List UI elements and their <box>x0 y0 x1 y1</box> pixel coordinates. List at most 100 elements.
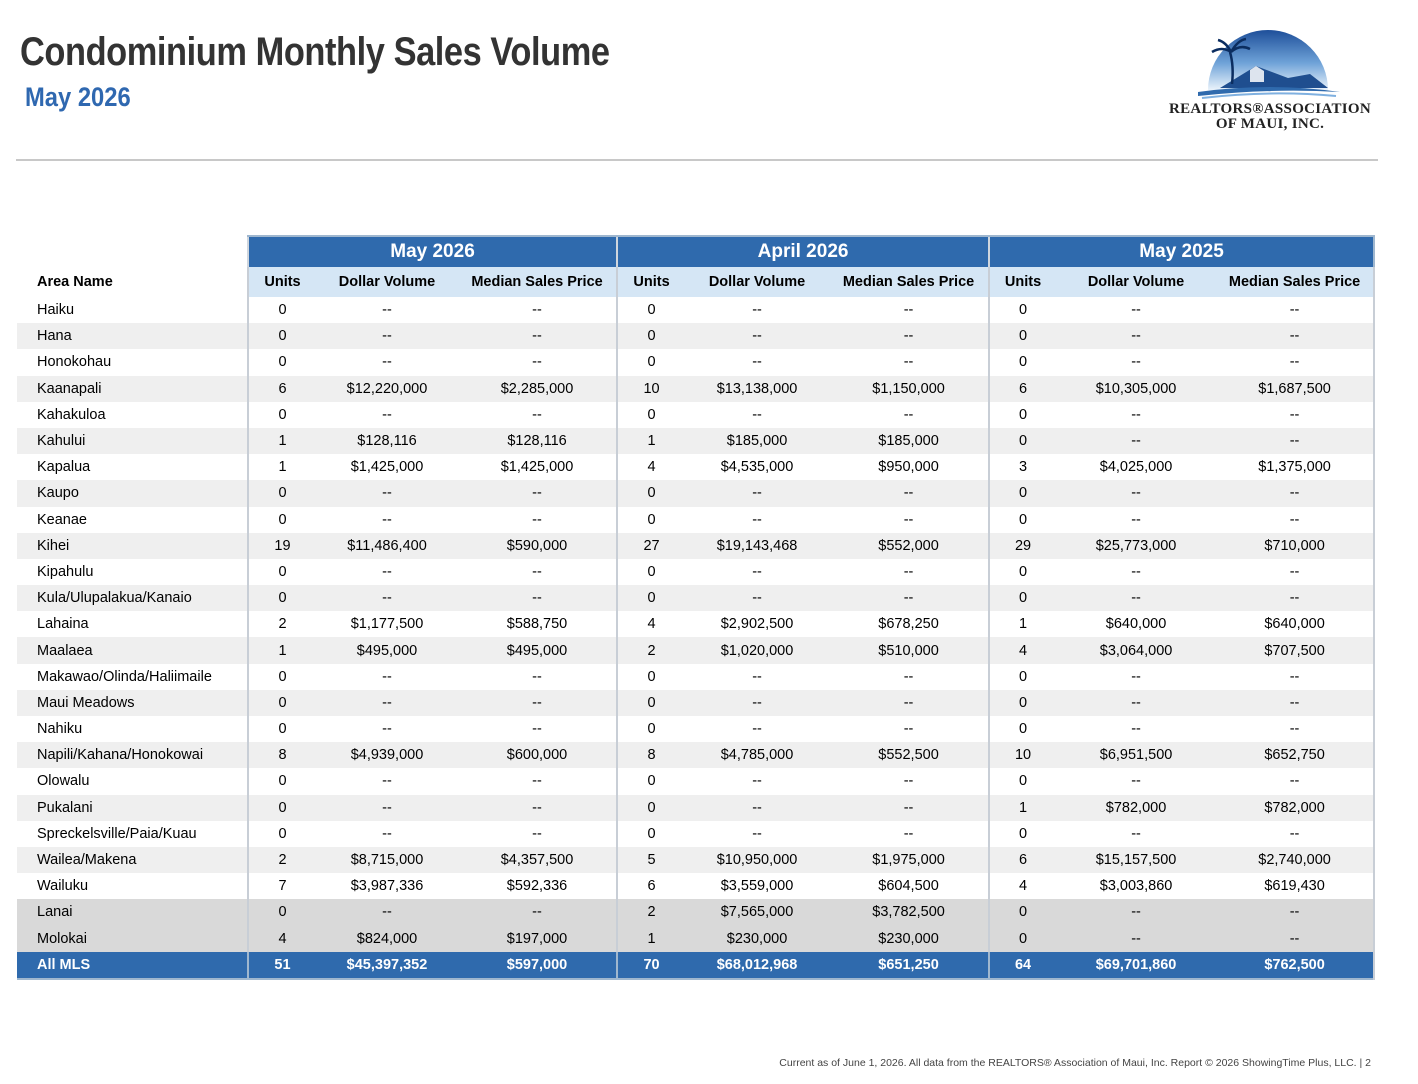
units-cell: 1 <box>616 427 686 455</box>
dollar-volume-cell: $4,025,000 <box>1099 459 1173 476</box>
table-row: Wailea/Makena 2 $8,715,000 $4,357,500 5 $10,9… <box>17 846 1376 874</box>
dollar-volume-cell: -- <box>1056 925 1217 952</box>
dollar-volume-cell: $4,785,000 <box>685 742 830 769</box>
units-cell: 0 <box>247 401 316 428</box>
column-header-units: Units <box>247 267 316 297</box>
dollar-volume-cell: $495,000 <box>316 637 458 664</box>
units-cell: 0 <box>988 427 1057 455</box>
area-name-cell: Kahakuloa <box>37 406 106 423</box>
dollar-volume-cell: $2,902,500 <box>720 616 794 633</box>
page-title: Condominium Monthly Sales Volume <box>20 30 610 74</box>
median-price-cell: -- <box>532 825 542 842</box>
area-name-cell: Makawao/Olinda/Haliimaile <box>37 668 212 685</box>
dollar-volume-cell: -- <box>1131 825 1141 842</box>
median-price-cell: -- <box>532 773 542 790</box>
dollar-volume-cell: $230,000 <box>685 925 830 952</box>
area-name-cell: Kihei <box>17 532 248 559</box>
median-price-cell: -- <box>1216 427 1376 455</box>
footer-note: Current as of June 1, 2026. All data fro… <box>779 1057 1371 1069</box>
median-price-cell: -- <box>829 585 990 612</box>
area-name-cell: Hana <box>17 323 248 350</box>
units-cell: 4 <box>988 637 1057 664</box>
units-cell: 0 <box>616 506 686 533</box>
median-price-cell: -- <box>1216 401 1376 428</box>
column-header-dollar-volume: Dollar Volume <box>1056 267 1217 297</box>
median-price-cell: $1,687,500 <box>1216 375 1376 402</box>
median-price-cell: $592,336 <box>506 878 568 895</box>
units-cell: 0 <box>247 349 316 376</box>
median-price-cell: -- <box>458 323 618 350</box>
area-name-cell: Pukalani <box>17 794 248 821</box>
median-price-cell: -- <box>458 480 618 507</box>
units-cell: 0 <box>988 349 1057 376</box>
table-row: Keanae 0 -- -- 0 -- -- 0 -- -- <box>17 506 1376 533</box>
table-row: Hana 0 -- -- 0 -- -- 0 -- -- <box>17 323 1376 350</box>
area-name-cell: Keanae <box>37 511 87 528</box>
column-header-median-price: Median Sales Price <box>458 267 618 297</box>
area-name-cell: Kaanapali <box>17 375 248 402</box>
area-name-cell: All MLS <box>17 951 248 979</box>
dollar-volume-cell: -- <box>382 302 392 319</box>
median-price-cell: -- <box>903 511 914 528</box>
median-price-cell: -- <box>458 899 618 926</box>
dollar-volume-cell: $824,000 <box>316 925 458 952</box>
logo-text-line2: OF MAUI, INC. <box>1215 116 1325 132</box>
units-cell: 1 <box>247 637 316 664</box>
dollar-volume-cell: $782,000 <box>1056 794 1217 821</box>
median-price-cell: $495,000 <box>458 637 618 664</box>
table-row: Kipahulu 0 -- -- 0 -- -- 0 -- -- <box>17 558 1376 586</box>
blank-corner <box>17 236 248 267</box>
median-price-cell: -- <box>829 794 990 821</box>
median-price-cell: -- <box>532 406 542 423</box>
units-cell: 0 <box>988 820 1057 847</box>
dollar-volume-cell: $185,000 <box>685 427 830 455</box>
table-row: Kaupo 0 -- -- 0 -- -- 0 -- -- <box>17 480 1376 507</box>
units-cell: 2 <box>247 611 316 638</box>
median-price-cell: -- <box>532 668 542 685</box>
units-cell: 1 <box>988 794 1057 821</box>
median-price-cell: $510,000 <box>829 637 990 664</box>
units-cell: 4 <box>988 873 1057 900</box>
area-name-cell: Maui Meadows <box>17 689 248 716</box>
dollar-volume-cell: -- <box>752 721 762 738</box>
column-header-dollar-volume: Dollar Volume <box>316 267 458 297</box>
median-price-cell: -- <box>532 721 542 738</box>
units-cell: 1 <box>247 427 316 455</box>
area-name-cell: Wailuku <box>37 878 89 895</box>
units-cell: 3 <box>988 454 1057 481</box>
units-cell: 0 <box>247 558 316 586</box>
median-price-cell: $552,000 <box>829 532 990 559</box>
dollar-volume-cell: -- <box>1131 406 1141 423</box>
dollar-volume-cell: -- <box>382 563 392 580</box>
group-header-may-2026: May 2026 <box>246 235 618 267</box>
units-cell: 1 <box>247 454 316 481</box>
dollar-volume-cell: -- <box>685 480 830 507</box>
median-price-cell: $4,357,500 <box>458 846 618 874</box>
dollar-volume-cell: -- <box>752 302 762 319</box>
total-row: All MLS 51 $45,397,352 $597,000 70 $68,012,96… <box>17 951 1376 979</box>
units-cell: 0 <box>616 716 686 743</box>
units-cell: 0 <box>616 585 686 612</box>
median-price-cell: $197,000 <box>458 925 618 952</box>
dollar-volume-cell: -- <box>752 825 762 842</box>
median-price-cell: -- <box>1216 323 1376 350</box>
area-name-cell: Molokai <box>17 925 248 952</box>
area-name-cell: Nahiku <box>37 721 83 738</box>
units-cell: 0 <box>988 480 1057 507</box>
units-cell: 1 <box>988 611 1057 638</box>
dollar-volume-cell: -- <box>316 323 458 350</box>
median-price-cell: -- <box>1216 768 1376 795</box>
units-cell: 0 <box>988 899 1057 926</box>
table-row: Olowalu 0 -- -- 0 -- -- 0 -- -- <box>17 768 1376 795</box>
table-row: Nahiku 0 -- -- 0 -- -- 0 -- -- <box>17 716 1376 743</box>
dollar-volume-cell: $11,486,400 <box>316 532 458 559</box>
units-cell: 6 <box>616 873 686 900</box>
dollar-volume-cell: $15,157,500 <box>1056 846 1217 874</box>
units-cell: 19 <box>247 532 316 559</box>
units-cell: 29 <box>988 532 1057 559</box>
dollar-volume-cell: -- <box>1056 427 1217 455</box>
units-cell: 0 <box>988 768 1057 795</box>
units-cell: 0 <box>247 585 316 612</box>
area-name-cell: Kaupo <box>17 480 248 507</box>
median-price-cell: -- <box>903 668 914 685</box>
